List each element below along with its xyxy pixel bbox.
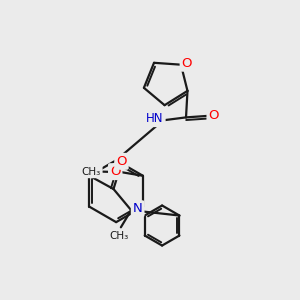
Text: O: O <box>116 155 127 168</box>
Text: N: N <box>133 202 142 215</box>
Text: O: O <box>208 109 219 122</box>
Text: O: O <box>110 165 121 178</box>
Text: CH₃: CH₃ <box>110 230 129 241</box>
Text: O: O <box>182 57 192 70</box>
Text: CH₃: CH₃ <box>82 167 101 177</box>
Text: HN: HN <box>146 112 164 125</box>
